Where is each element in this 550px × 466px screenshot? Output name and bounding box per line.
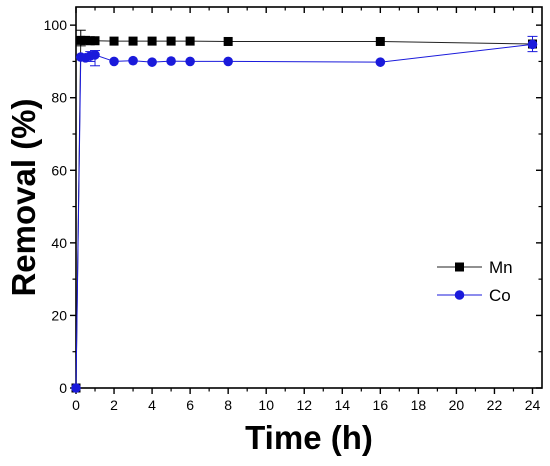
x-tick-label: 8 <box>224 397 232 413</box>
x-tick-label: 10 <box>258 397 274 413</box>
data-point-mn <box>85 36 95 46</box>
x-tick-label: 6 <box>186 397 194 413</box>
data-point-mn <box>223 36 233 46</box>
y-tick-label: 0 <box>59 380 67 396</box>
y-tick-label: 60 <box>51 162 67 178</box>
legend-label-mn: Mn <box>489 258 513 277</box>
data-point-co <box>71 383 81 393</box>
plot-frame <box>75 6 543 389</box>
data-point-co <box>147 57 157 67</box>
data-series <box>71 29 538 393</box>
series-mn <box>71 29 537 393</box>
series-co <box>71 35 538 393</box>
data-point-mn <box>109 36 119 46</box>
data-point-co <box>223 56 233 67</box>
data-point-mn <box>147 36 157 46</box>
x-tick-label: 4 <box>148 397 156 413</box>
legend-marker-co <box>454 290 465 300</box>
x-tick-label: 22 <box>487 397 503 413</box>
x-tick-label: 24 <box>525 397 541 413</box>
series-line-mn <box>75 39 533 389</box>
legend: Mn Co <box>437 258 513 305</box>
data-point-mn <box>90 36 100 46</box>
x-tick-label: 2 <box>110 397 118 413</box>
x-tick-label: 20 <box>449 397 465 413</box>
data-point-mn <box>76 35 86 45</box>
y-tick-label: 40 <box>51 235 67 251</box>
x-axis-label: Time (h) <box>245 419 373 456</box>
data-point-co <box>375 57 386 67</box>
data-point-co <box>90 50 100 60</box>
data-point-co <box>166 56 176 66</box>
axes <box>75 6 543 389</box>
y-tick-label: 20 <box>51 307 67 323</box>
x-tick-label: 14 <box>334 397 350 413</box>
y-tick-label: 80 <box>51 90 67 106</box>
series-line-co <box>75 43 533 389</box>
data-point-co <box>527 39 538 50</box>
data-point-mn <box>128 36 138 46</box>
y-tick-label: 100 <box>44 17 68 33</box>
y-axis-label: Removal (%) <box>5 98 42 296</box>
data-point-mn <box>166 36 176 46</box>
data-point-co <box>185 56 195 67</box>
legend-item-mn: Mn <box>437 258 513 277</box>
x-tick-label: 0 <box>72 397 80 413</box>
data-point-mn <box>375 36 385 46</box>
x-tick-label: 12 <box>296 397 312 413</box>
data-point-co <box>128 55 138 66</box>
legend-item-co: Co <box>437 286 511 305</box>
x-tick-label: 16 <box>373 397 389 413</box>
data-point-mn <box>81 35 91 45</box>
data-point-co <box>109 56 119 67</box>
legend-marker-mn <box>455 262 464 272</box>
data-point-mn <box>185 36 195 46</box>
x-tick-label: 18 <box>411 397 427 413</box>
legend-label-co: Co <box>489 286 511 305</box>
